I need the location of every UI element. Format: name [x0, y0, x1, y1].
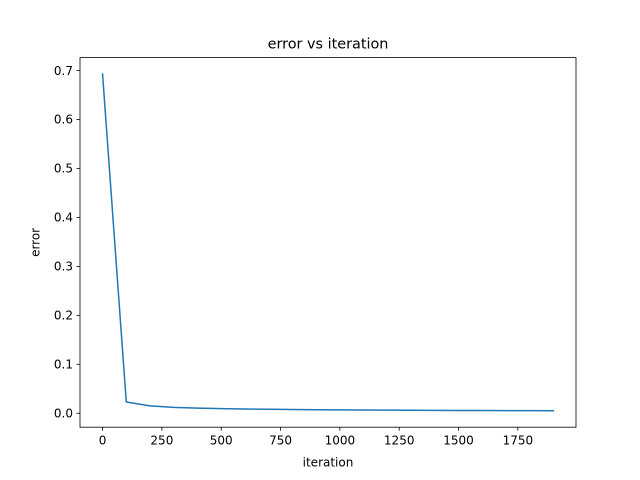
y-tick-label: 0.3 [54, 260, 73, 274]
x-tick-label: 1750 [503, 434, 534, 448]
y-tick-label: 0.5 [54, 162, 73, 176]
x-axis-label: iteration [303, 456, 354, 470]
x-axis: 0 250 500 750 1000 1250 1500 1750 [99, 427, 533, 448]
y-tick-label: 0.0 [54, 406, 73, 420]
y-tick-label: 0.7 [54, 64, 73, 78]
x-tick-label: 1500 [443, 434, 474, 448]
x-tick-label: 250 [150, 434, 173, 448]
x-tick-label: 1250 [384, 434, 415, 448]
x-tick-label: 1000 [325, 434, 356, 448]
x-tick-label: 500 [210, 434, 233, 448]
chart-title: error vs iteration [268, 37, 389, 53]
x-tick-label: 750 [269, 434, 292, 448]
plot-area [101, 73, 555, 412]
y-tick-label: 0.1 [54, 357, 73, 371]
y-axis-label: error [29, 228, 43, 257]
x-tick-label: 0 [99, 434, 107, 448]
y-tick-label: 0.6 [54, 113, 73, 127]
y-tick-label: 0.4 [54, 211, 73, 225]
y-tick-label: 0.2 [54, 309, 73, 323]
series-line-0 [101, 73, 555, 412]
y-axis: 0.0 0.1 0.2 0.3 0.4 0.5 0.6 0.7 [54, 64, 80, 420]
axes-frame [79, 57, 577, 428]
